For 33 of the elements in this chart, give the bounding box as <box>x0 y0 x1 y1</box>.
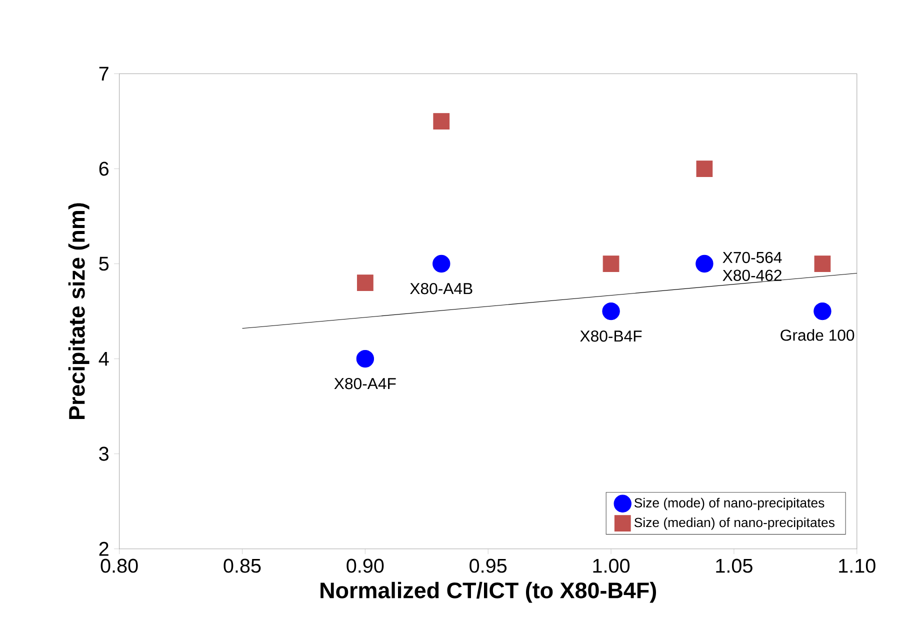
annotation: X80-462 <box>722 270 782 281</box>
y-tick-label: 4 <box>98 352 109 366</box>
point <box>814 255 831 272</box>
x-tick-label: 0.80 <box>100 558 138 573</box>
legend-label: Size (mode) of nano-precipitates <box>634 498 824 510</box>
point <box>356 274 374 291</box>
point <box>602 255 620 272</box>
annotation: X80-A4F <box>334 378 396 390</box>
x-tick-label: 1.05 <box>716 558 752 573</box>
point <box>432 254 450 272</box>
y-tick-label: 7 <box>99 66 108 80</box>
y-tick-label: 3 <box>99 446 108 461</box>
x-tick-label: 1.10 <box>839 558 876 573</box>
x-tick-label: 0.90 <box>346 558 384 573</box>
annotation: X70-564 <box>722 252 782 263</box>
y-tick-label: 2 <box>99 542 108 556</box>
annotation: Grade 100 <box>780 329 854 341</box>
point <box>814 302 832 320</box>
y-tick-label: 5 <box>99 256 109 271</box>
point <box>356 350 374 368</box>
x-tick-label: 0.95 <box>470 558 507 573</box>
annotation: X80-A4B <box>410 282 472 294</box>
point <box>696 160 713 177</box>
y-tick-label: 6 <box>99 162 108 176</box>
y-axis-title: Precipitate size (nm) <box>68 203 90 419</box>
x-tick-label: 0.85 <box>224 558 261 573</box>
point <box>602 302 620 320</box>
annotation: X80-B4F <box>580 330 642 342</box>
legend-label: Size (median) of nano-precipitates <box>634 517 834 530</box>
point <box>696 254 714 272</box>
x-axis-title: Normalized CT/ICT (to X80-B4F) <box>320 582 656 603</box>
x-tick-label: 1.00 <box>593 558 630 573</box>
point <box>433 112 450 130</box>
